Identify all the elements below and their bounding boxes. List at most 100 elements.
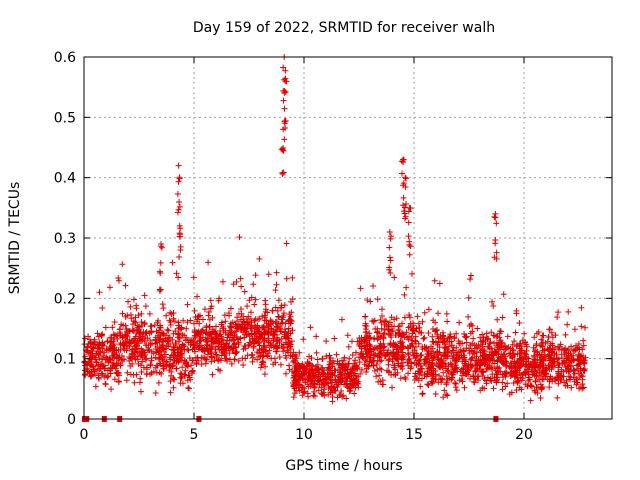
data-point — [195, 313, 202, 320]
data-point — [412, 338, 419, 345]
data-point — [88, 372, 95, 379]
data-point — [327, 354, 334, 361]
data-point — [261, 346, 268, 353]
data-point — [417, 383, 424, 390]
data-point — [327, 376, 334, 383]
data-point — [134, 328, 141, 335]
data-point — [280, 64, 287, 71]
data-point — [580, 359, 587, 366]
data-point — [262, 297, 269, 304]
data-point — [558, 351, 565, 358]
data-point — [528, 367, 535, 374]
data-point — [260, 323, 267, 330]
data-point — [330, 360, 337, 367]
data-point — [199, 334, 206, 341]
data-point — [389, 358, 396, 365]
data-point — [364, 351, 371, 358]
data-point — [439, 375, 446, 382]
x-tick-label: 5 — [190, 427, 199, 443]
data-point — [338, 387, 345, 394]
data-point — [353, 380, 360, 387]
data-point — [182, 367, 189, 374]
data-point — [438, 351, 445, 358]
data-point — [244, 303, 251, 310]
data-point — [531, 387, 538, 394]
data-point — [325, 384, 332, 391]
data-point — [527, 382, 534, 389]
data-point — [132, 356, 139, 363]
data-point — [295, 377, 302, 384]
data-point — [229, 347, 236, 354]
data-point — [479, 331, 486, 338]
data-point — [351, 370, 358, 377]
data-point — [191, 320, 198, 327]
data-point — [158, 241, 164, 248]
data-point — [301, 371, 308, 378]
data-point — [201, 355, 208, 362]
data-point — [86, 361, 93, 368]
data-point — [314, 365, 321, 372]
data-point — [131, 379, 138, 386]
data-point — [186, 354, 193, 361]
data-point — [405, 351, 412, 358]
data-point — [179, 364, 186, 371]
data-point — [560, 357, 567, 364]
data-point — [138, 310, 145, 317]
data-point — [169, 375, 176, 382]
data-point — [339, 364, 346, 371]
data-point — [185, 384, 192, 391]
data-point — [452, 380, 459, 387]
data-point — [411, 373, 418, 380]
data-point — [101, 349, 108, 356]
data-point — [281, 302, 288, 309]
data-point — [576, 360, 583, 367]
data-point — [421, 334, 428, 341]
data-point — [256, 255, 263, 262]
data-point — [374, 328, 381, 335]
data-point — [394, 369, 401, 376]
data-point — [280, 97, 287, 104]
data-point — [556, 346, 563, 353]
data-point — [497, 368, 504, 375]
data-point — [102, 324, 109, 331]
data-point — [232, 350, 239, 357]
data-point — [183, 325, 190, 332]
data-point — [156, 268, 163, 275]
data-point — [489, 298, 496, 305]
data-point — [514, 378, 521, 385]
data-point — [581, 324, 588, 331]
data-point — [444, 376, 451, 383]
data-point — [173, 365, 180, 372]
data-point — [119, 310, 126, 317]
data-point — [165, 327, 172, 334]
data-point — [448, 375, 455, 382]
data-point — [580, 337, 587, 344]
data-point — [305, 383, 312, 390]
data-point — [467, 321, 474, 328]
data-point — [175, 349, 182, 356]
data-point — [407, 343, 414, 350]
data-point — [240, 329, 247, 336]
data-point — [272, 348, 279, 355]
data-point — [496, 330, 503, 337]
data-point — [167, 378, 174, 385]
data-point — [176, 335, 183, 342]
data-point — [109, 324, 116, 331]
data-point — [237, 275, 244, 282]
data-point — [300, 389, 307, 396]
data-point — [175, 319, 182, 326]
data-point — [525, 371, 532, 378]
data-point — [307, 324, 314, 331]
data-point — [401, 314, 408, 321]
data-point — [286, 311, 293, 318]
data-point — [500, 291, 507, 298]
data-point — [299, 364, 306, 371]
data-point — [201, 346, 208, 353]
data-point — [531, 363, 538, 370]
data-point — [174, 190, 181, 197]
data-point — [563, 377, 570, 384]
data-point — [114, 370, 121, 377]
data-point — [81, 341, 88, 348]
data-point — [196, 312, 203, 319]
data-point — [391, 342, 398, 349]
